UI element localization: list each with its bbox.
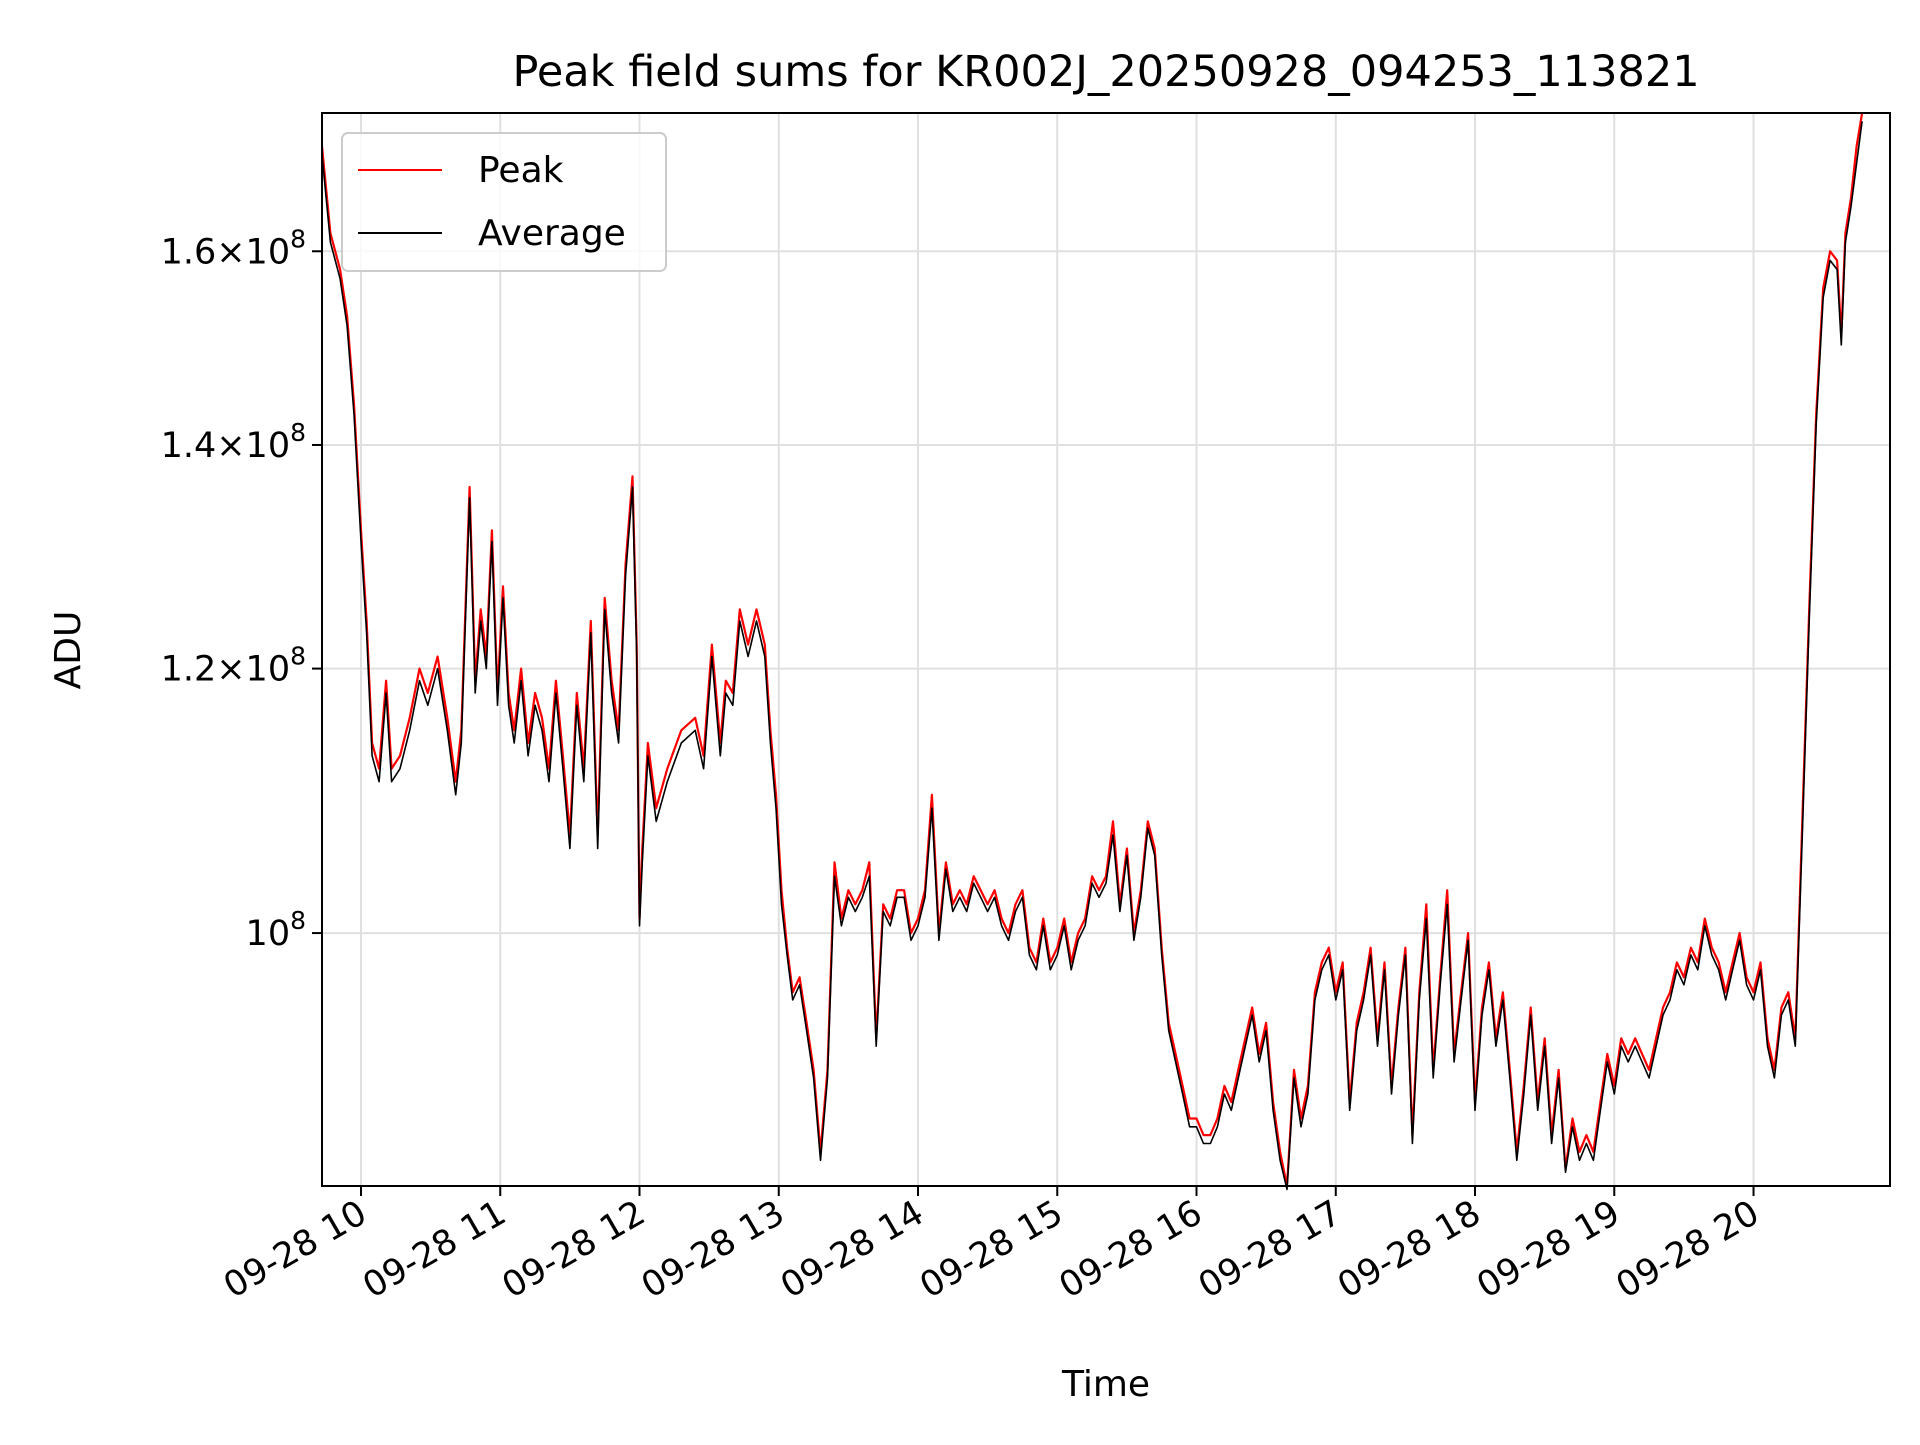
series-line-average — [321, 121, 1863, 1191]
plot-area-frame — [321, 112, 1891, 1187]
series-lines — [320, 112, 1864, 1191]
y-axis-ticks: 108 1.2×108 1.4×108 1.6×108 — [161, 224, 322, 954]
chart-title: Peak field sums for KR002J_20250928_0942… — [512, 47, 1699, 97]
legend-label-average: Average — [478, 213, 626, 254]
series-line-peak — [320, 112, 1864, 1188]
y-tick-label: 108 — [246, 906, 306, 954]
legend-box — [341, 132, 667, 272]
y-tick-label: 1.2×108 — [161, 642, 306, 690]
y-tick-label: 1.6×108 — [161, 224, 306, 272]
y-axis-label: ADU — [48, 611, 89, 690]
grid-lines — [322, 113, 1890, 1186]
y-tick-label: 1.4×108 — [161, 418, 306, 466]
legend-label-peak: Peak — [478, 150, 564, 191]
legend: Peak Average — [341, 132, 667, 272]
x-axis-label: Time — [1061, 1364, 1150, 1405]
